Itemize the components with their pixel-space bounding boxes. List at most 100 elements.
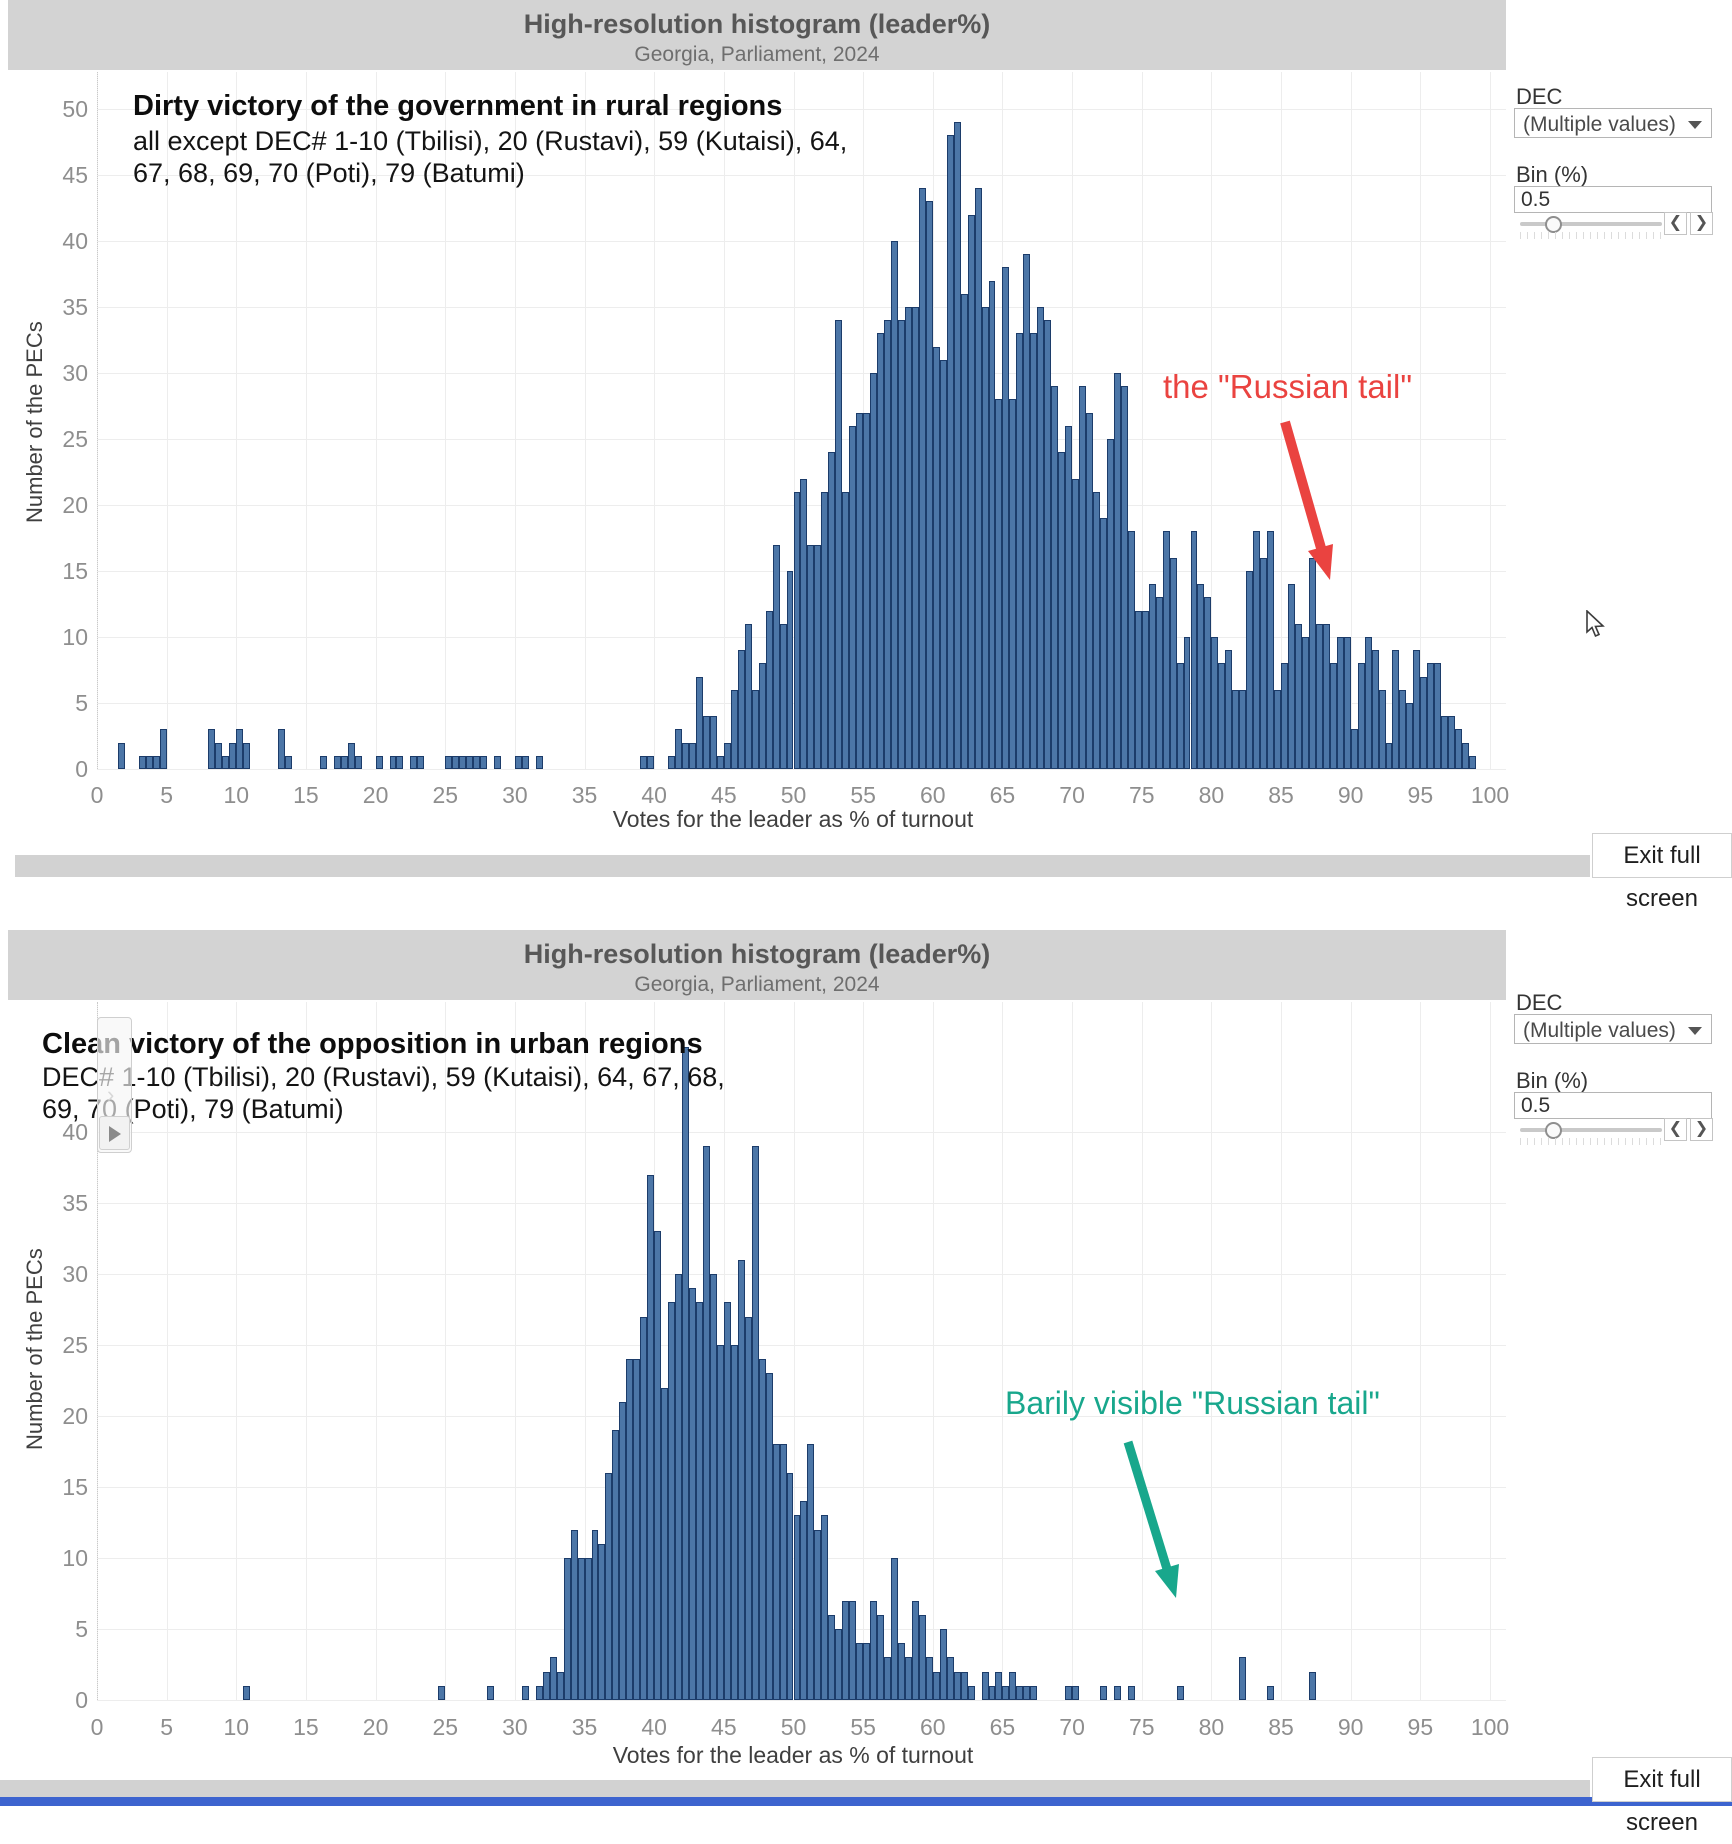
histogram-bar[interactable] xyxy=(800,478,808,769)
histogram-bar[interactable] xyxy=(1113,1685,1121,1700)
histogram-bar[interactable] xyxy=(1016,333,1024,769)
histogram-bar[interactable] xyxy=(932,346,940,769)
histogram-bar[interactable] xyxy=(521,1685,529,1700)
bin-step-left-button-top[interactable]: ❮ xyxy=(1664,212,1687,235)
histogram-bar[interactable] xyxy=(215,742,223,769)
histogram-bar[interactable] xyxy=(737,650,745,769)
histogram-bar[interactable] xyxy=(640,755,648,769)
histogram-bar[interactable] xyxy=(960,293,968,769)
histogram-bar[interactable] xyxy=(856,1643,864,1700)
histogram-bar[interactable] xyxy=(556,1671,564,1700)
histogram-bar[interactable] xyxy=(1120,386,1128,769)
histogram-bar[interactable] xyxy=(786,571,794,769)
histogram-bar[interactable] xyxy=(563,1558,571,1700)
histogram-bar[interactable] xyxy=(1002,1685,1010,1700)
histogram-bar[interactable] xyxy=(974,188,982,769)
histogram-bar[interactable] xyxy=(884,320,891,769)
histogram-bar[interactable] xyxy=(1079,386,1087,769)
histogram-bar[interactable] xyxy=(779,623,787,769)
histogram-bar[interactable] xyxy=(856,412,864,769)
histogram-bar[interactable] xyxy=(1225,650,1233,769)
histogram-bar[interactable] xyxy=(800,1501,808,1700)
histogram-bar[interactable] xyxy=(682,1046,689,1700)
histogram-bar[interactable] xyxy=(285,755,292,769)
bin-slider-thumb-bottom[interactable] xyxy=(1545,1122,1562,1139)
histogram-bar[interactable] xyxy=(1378,689,1386,769)
histogram-bar[interactable] xyxy=(960,1671,968,1700)
histogram-bar[interactable] xyxy=(967,1685,975,1700)
histogram-bar[interactable] xyxy=(1169,557,1177,769)
histogram-bar[interactable] xyxy=(535,755,543,769)
histogram-bar[interactable] xyxy=(1072,478,1080,769)
histogram-bar[interactable] xyxy=(159,729,167,769)
histogram-bar[interactable] xyxy=(570,1529,578,1700)
bin-slider-thumb-top[interactable] xyxy=(1545,216,1562,233)
histogram-bar[interactable] xyxy=(417,755,425,769)
histogram-bar[interactable] xyxy=(1315,623,1323,769)
histogram-bar[interactable] xyxy=(695,676,703,769)
histogram-bar[interactable] xyxy=(1176,1685,1184,1700)
histogram-bar[interactable] xyxy=(138,755,146,769)
histogram-bar[interactable] xyxy=(807,544,815,769)
histogram-bar[interactable] xyxy=(897,320,905,769)
histogram-bar[interactable] xyxy=(946,135,954,769)
histogram-bar[interactable] xyxy=(1155,597,1163,769)
histogram-bar[interactable] xyxy=(1427,663,1435,769)
histogram-bar[interactable] xyxy=(473,755,481,769)
histogram-bar[interactable] xyxy=(340,755,348,769)
histogram-bar[interactable] xyxy=(953,1671,961,1700)
histogram-bar[interactable] xyxy=(821,491,829,769)
histogram-bar[interactable] xyxy=(647,1174,655,1700)
histogram-bar[interactable] xyxy=(1364,637,1372,769)
bin-input-bottom[interactable] xyxy=(1514,1092,1712,1119)
histogram-bar[interactable] xyxy=(1371,650,1379,769)
histogram-bar[interactable] xyxy=(891,1558,898,1700)
histogram-bar[interactable] xyxy=(1023,1685,1031,1700)
exit-fullscreen-button-bottom[interactable]: Exit full screen xyxy=(1592,1757,1732,1836)
histogram-bar[interactable] xyxy=(1002,267,1010,769)
histogram-bar[interactable] xyxy=(877,333,885,769)
histogram-bar[interactable] xyxy=(709,716,717,769)
histogram-bar[interactable] xyxy=(988,280,996,769)
histogram-bar[interactable] xyxy=(870,373,878,769)
histogram-bar[interactable] xyxy=(995,1671,1003,1700)
histogram-bar[interactable] xyxy=(598,1543,606,1700)
histogram-bar[interactable] xyxy=(863,1643,871,1700)
histogram-bar[interactable] xyxy=(605,1472,613,1700)
histogram-bar[interactable] xyxy=(1267,531,1275,769)
histogram-bar[interactable] xyxy=(988,1685,996,1700)
histogram-bar[interactable] xyxy=(445,755,453,769)
histogram-bar[interactable] xyxy=(981,307,989,769)
histogram-bar[interactable] xyxy=(1009,399,1017,769)
histogram-bar[interactable] xyxy=(1329,663,1337,769)
histogram-bar[interactable] xyxy=(1301,637,1309,769)
histogram-bar[interactable] xyxy=(1385,742,1393,769)
histogram-bar[interactable] xyxy=(208,729,216,769)
histogram-bar[interactable] xyxy=(389,755,397,769)
histogram-bar[interactable] xyxy=(793,491,801,769)
histogram-bar[interactable] xyxy=(1023,254,1031,769)
histogram-bar[interactable] xyxy=(911,1600,919,1700)
histogram-bar[interactable] xyxy=(494,755,501,769)
histogram-bar[interactable] xyxy=(967,214,975,769)
histogram-bar[interactable] xyxy=(1232,689,1240,769)
histogram-bar[interactable] xyxy=(1030,333,1038,769)
histogram-bar[interactable] xyxy=(1274,689,1282,769)
histogram-bar[interactable] xyxy=(1399,689,1407,769)
histogram-bar[interactable] xyxy=(1092,491,1100,769)
histogram-bar[interactable] xyxy=(758,663,766,769)
histogram-bar[interactable] xyxy=(1239,689,1247,769)
histogram-bar[interactable] xyxy=(626,1359,634,1700)
histogram-bar[interactable] xyxy=(723,742,731,769)
histogram-bar[interactable] xyxy=(730,689,738,769)
histogram-bar[interactable] xyxy=(1072,1685,1080,1700)
histogram-bar[interactable] xyxy=(849,425,857,769)
histogram-bar[interactable] xyxy=(758,1359,766,1700)
histogram-bar[interactable] xyxy=(278,729,286,769)
histogram-bar[interactable] xyxy=(466,755,474,769)
histogram-bar[interactable] xyxy=(1148,584,1156,769)
histogram-bar[interactable] xyxy=(1406,703,1414,769)
histogram-bar[interactable] xyxy=(1343,637,1351,769)
histogram-bar[interactable] xyxy=(1058,452,1066,769)
histogram-bar[interactable] xyxy=(828,1614,836,1700)
